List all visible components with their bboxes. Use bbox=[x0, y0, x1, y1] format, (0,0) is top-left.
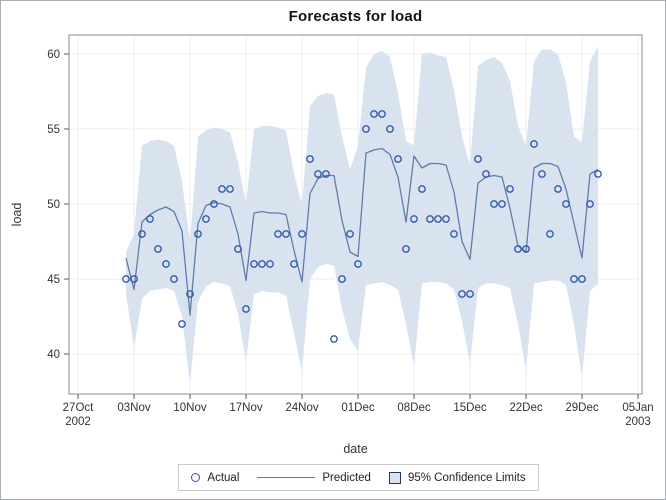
actual-point bbox=[210, 200, 218, 208]
actual-point bbox=[402, 245, 410, 253]
actual-point bbox=[330, 335, 338, 343]
actual-point bbox=[258, 260, 266, 268]
y-tick-label: 45 bbox=[47, 274, 60, 286]
actual-point bbox=[458, 290, 466, 298]
actual-point bbox=[322, 170, 330, 178]
x-tick-label: 22Dec bbox=[509, 402, 542, 414]
actual-point bbox=[146, 215, 154, 223]
actual-point bbox=[282, 230, 290, 238]
actual-point bbox=[466, 290, 474, 298]
actual-point bbox=[474, 155, 482, 163]
confidence-band-icon bbox=[388, 471, 401, 484]
actual-point bbox=[418, 185, 426, 193]
actual-point bbox=[426, 215, 434, 223]
actual-point bbox=[226, 185, 234, 193]
actual-point bbox=[514, 245, 522, 253]
actual-point bbox=[578, 275, 586, 283]
x-tick-label: 03Nov bbox=[117, 402, 150, 414]
actual-point bbox=[482, 170, 490, 178]
actual-point bbox=[490, 200, 498, 208]
plot-border bbox=[68, 34, 643, 395]
legend-box: Actual Predicted 95% Confidence Limits bbox=[178, 464, 539, 491]
page-title: Forecasts for load bbox=[288, 8, 423, 25]
legend-actual-label: Actual bbox=[207, 471, 240, 484]
actual-point bbox=[274, 230, 282, 238]
predicted-line bbox=[125, 147, 599, 316]
y-tick-label: 55 bbox=[47, 124, 60, 136]
y-axis-title: load bbox=[10, 203, 24, 227]
x-tick-label: 01Dec bbox=[341, 402, 374, 414]
actual-point bbox=[498, 200, 506, 208]
actual-point bbox=[554, 185, 562, 193]
x-tick-year-label: 2003 bbox=[625, 416, 651, 428]
y-tick-label: 40 bbox=[47, 349, 60, 361]
actual-point bbox=[266, 260, 274, 268]
actual-point bbox=[202, 215, 210, 223]
actual-point bbox=[346, 230, 354, 238]
actual-point bbox=[562, 200, 570, 208]
actual-point bbox=[338, 275, 346, 283]
x-tick-label: 05Jan bbox=[622, 402, 653, 414]
actual-point bbox=[130, 275, 138, 283]
confidence-band bbox=[126, 46, 598, 384]
actual-point bbox=[394, 155, 402, 163]
actual-point bbox=[410, 215, 418, 223]
actual-point bbox=[178, 320, 186, 328]
x-tick-year-label: 2002 bbox=[65, 416, 91, 428]
actual-point bbox=[546, 230, 554, 238]
actual-point bbox=[570, 275, 578, 283]
actual-point bbox=[442, 215, 450, 223]
actual-point bbox=[434, 215, 442, 223]
actual-point bbox=[234, 245, 242, 253]
predicted-line-icon bbox=[257, 477, 316, 478]
forecast-plot: 40 45 50 55 60 27Oct 2002 03Nov 10Nov 17Nov 24Nov 0… bbox=[10, 34, 654, 456]
actual-point bbox=[378, 110, 386, 118]
actual-point bbox=[450, 230, 458, 238]
actual-point bbox=[362, 125, 370, 133]
x-tick-label: 24Nov bbox=[285, 402, 318, 414]
x-tick-label: 10Nov bbox=[173, 402, 206, 414]
legend: Actual Predicted 95% Confidence Limits bbox=[69, 464, 648, 491]
x-tick-label: 17Nov bbox=[229, 402, 262, 414]
actual-marker-icon bbox=[191, 473, 201, 482]
actual-point bbox=[386, 125, 394, 133]
actual-point bbox=[594, 170, 602, 178]
x-tick-label: 08Dec bbox=[397, 402, 430, 414]
actual-point bbox=[306, 155, 314, 163]
actual-point bbox=[522, 245, 530, 253]
actual-point bbox=[170, 275, 178, 283]
actual-point bbox=[530, 140, 538, 148]
actual-point bbox=[314, 170, 322, 178]
actual-point bbox=[586, 200, 594, 208]
actual-point bbox=[250, 260, 258, 268]
actual-point bbox=[162, 260, 170, 268]
x-tick-label: 15Dec bbox=[453, 402, 486, 414]
actual-point bbox=[506, 185, 514, 193]
actual-point bbox=[354, 260, 362, 268]
x-tick-label: 29Dec bbox=[565, 402, 598, 414]
actual-point bbox=[370, 110, 378, 118]
actual-point bbox=[298, 230, 306, 238]
actual-point bbox=[290, 260, 298, 268]
actual-point bbox=[122, 275, 130, 283]
legend-predicted-label: Predicted bbox=[322, 471, 371, 484]
legend-ci-label: 95% Confidence Limits bbox=[407, 471, 526, 484]
y-tick-label: 60 bbox=[47, 49, 60, 61]
x-axis-title: date bbox=[343, 442, 367, 456]
actual-point bbox=[218, 185, 226, 193]
y-tick-label: 50 bbox=[47, 199, 60, 211]
actual-point bbox=[186, 290, 194, 298]
actual-point bbox=[194, 230, 202, 238]
x-tick-label: 27Oct bbox=[63, 402, 94, 414]
actual-point bbox=[242, 305, 250, 313]
actual-point bbox=[154, 245, 162, 253]
actual-point bbox=[538, 170, 546, 178]
actual-point bbox=[138, 230, 146, 238]
